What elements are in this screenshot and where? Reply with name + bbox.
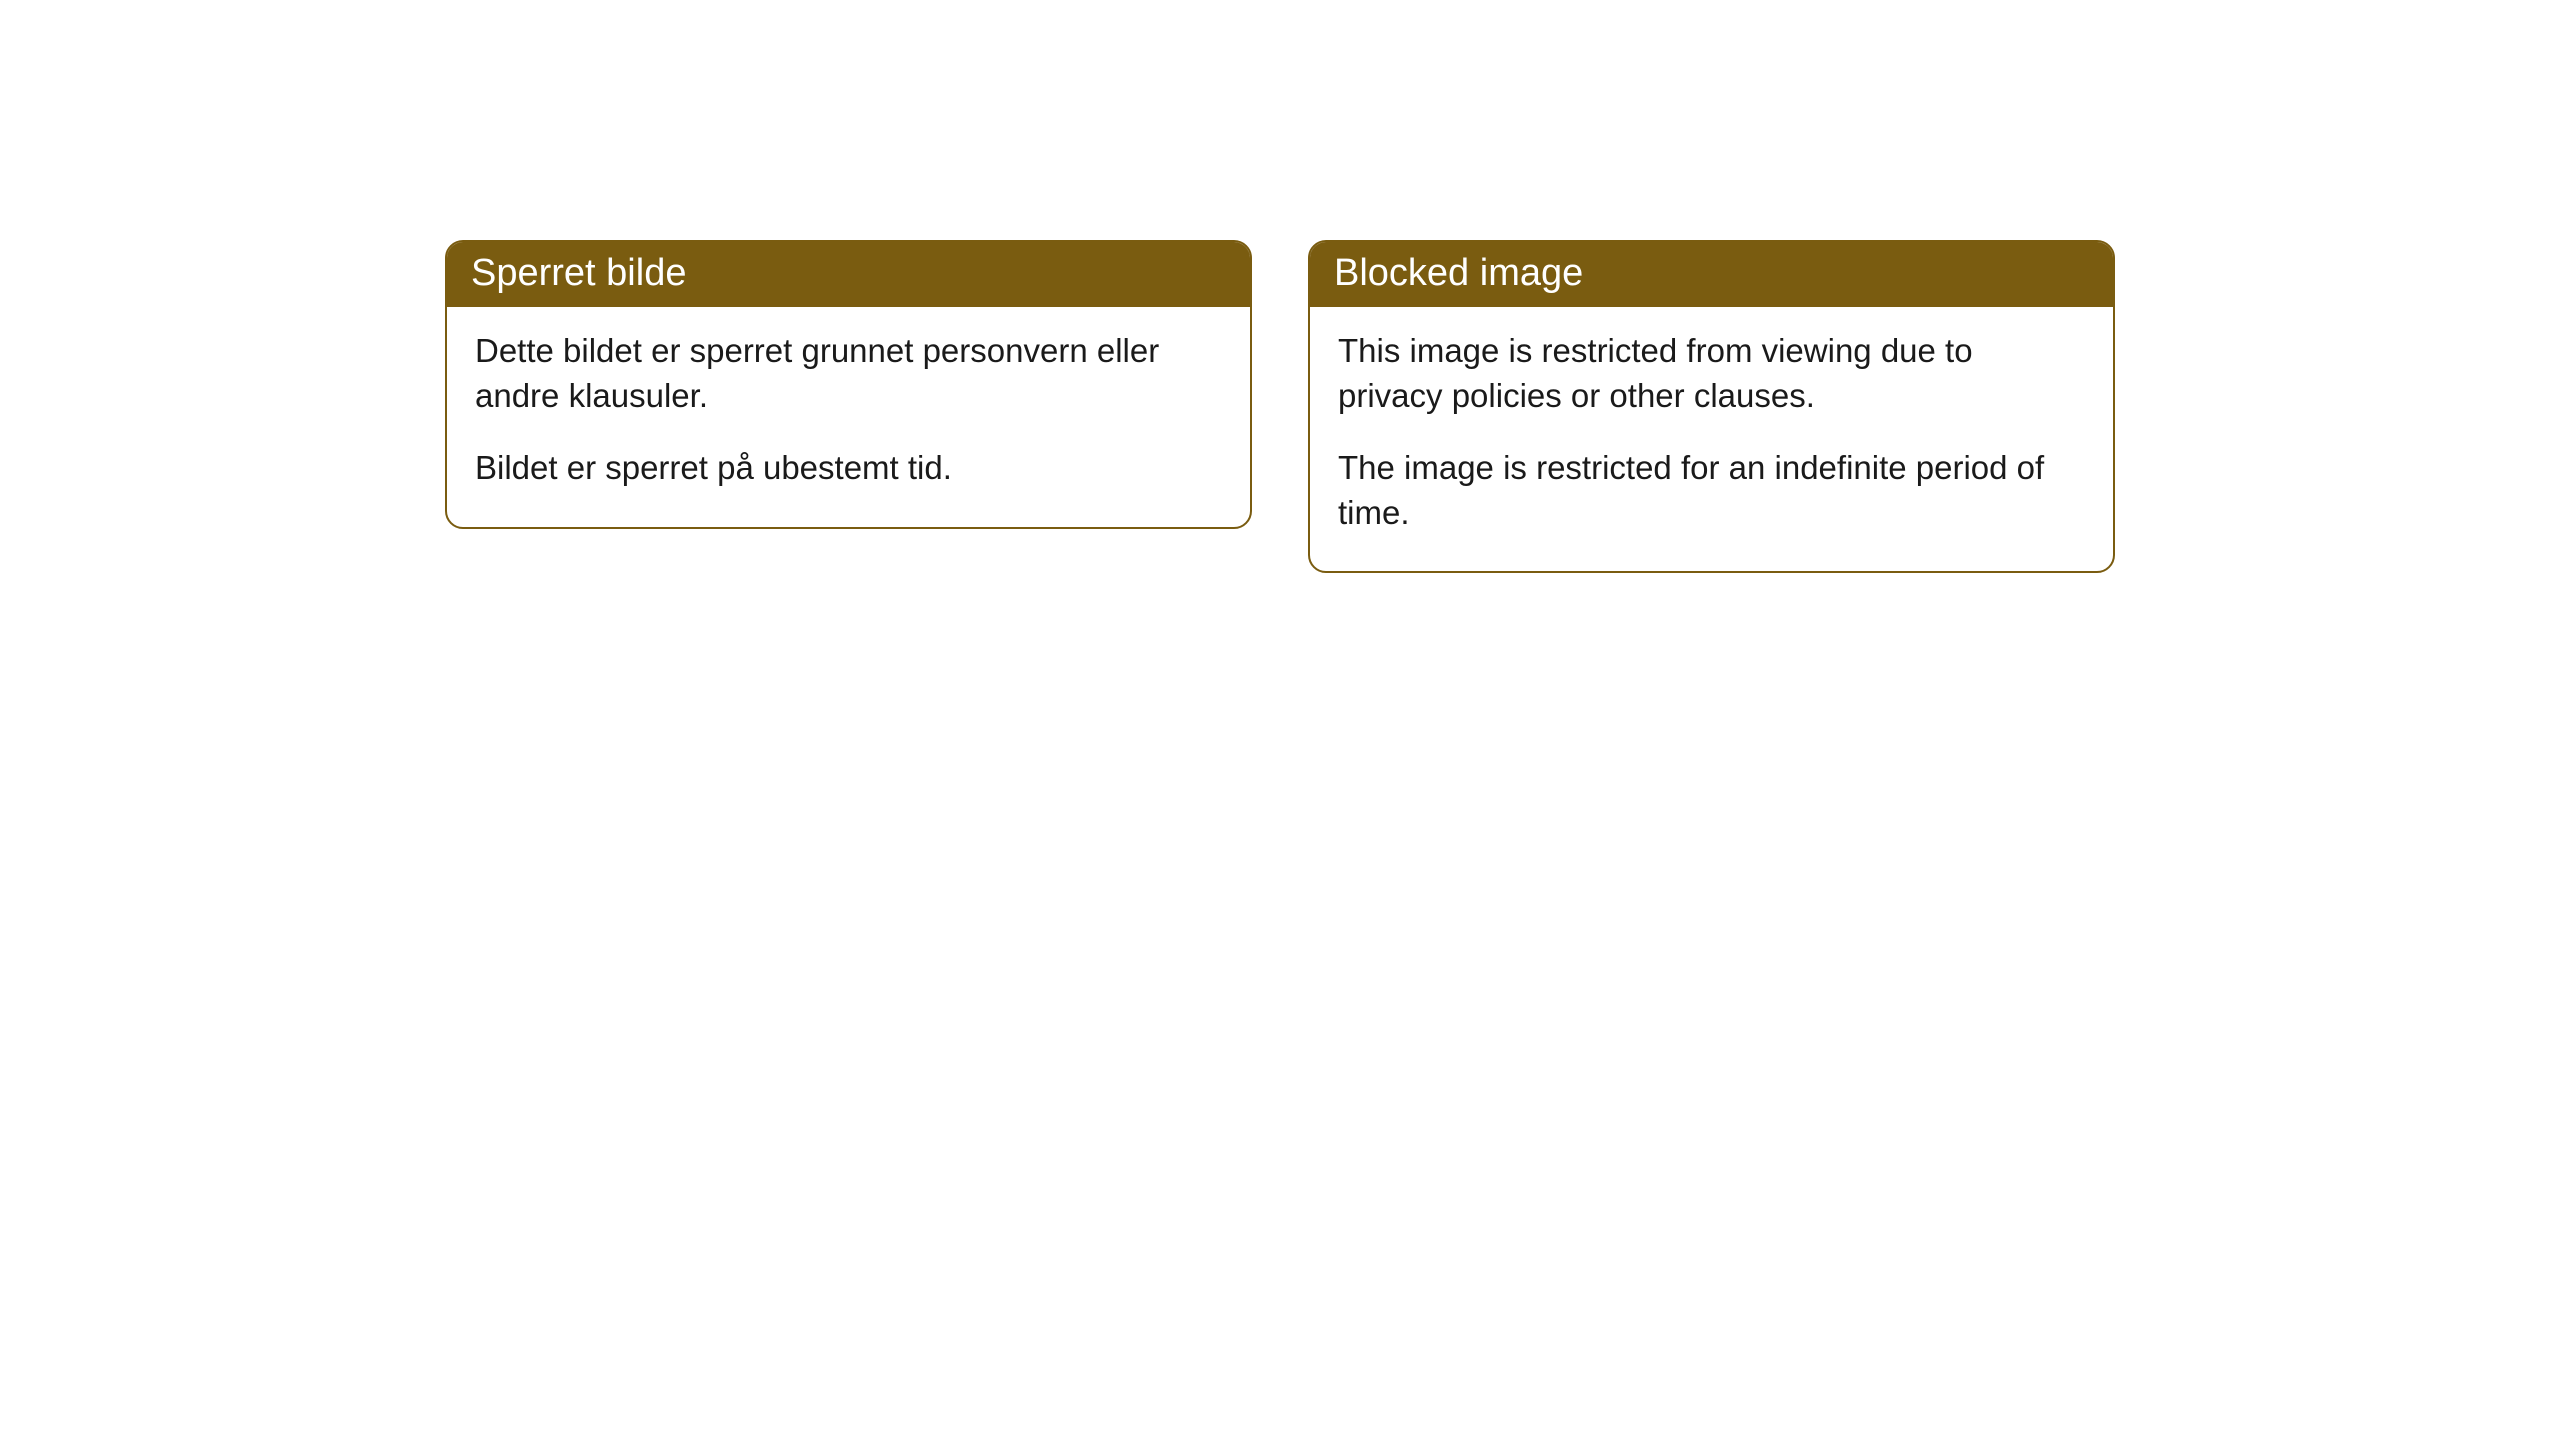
card-paragraph: This image is restricted from viewing du… bbox=[1338, 329, 2085, 418]
card-body: Dette bildet er sperret grunnet personve… bbox=[447, 307, 1250, 527]
card-header: Blocked image bbox=[1310, 242, 2113, 307]
card-paragraph: The image is restricted for an indefinit… bbox=[1338, 446, 2085, 535]
card-body: This image is restricted from viewing du… bbox=[1310, 307, 2113, 571]
card-header: Sperret bilde bbox=[447, 242, 1250, 307]
card-paragraph: Dette bildet er sperret grunnet personve… bbox=[475, 329, 1222, 418]
card-title: Blocked image bbox=[1334, 252, 1583, 294]
card-paragraph: Bildet er sperret på ubestemt tid. bbox=[475, 446, 1222, 491]
blocked-image-card-en: Blocked image This image is restricted f… bbox=[1308, 240, 2115, 573]
notice-cards-container: Sperret bilde Dette bildet er sperret gr… bbox=[445, 240, 2115, 1440]
card-title: Sperret bilde bbox=[471, 252, 686, 294]
blocked-image-card-no: Sperret bilde Dette bildet er sperret gr… bbox=[445, 240, 1252, 529]
